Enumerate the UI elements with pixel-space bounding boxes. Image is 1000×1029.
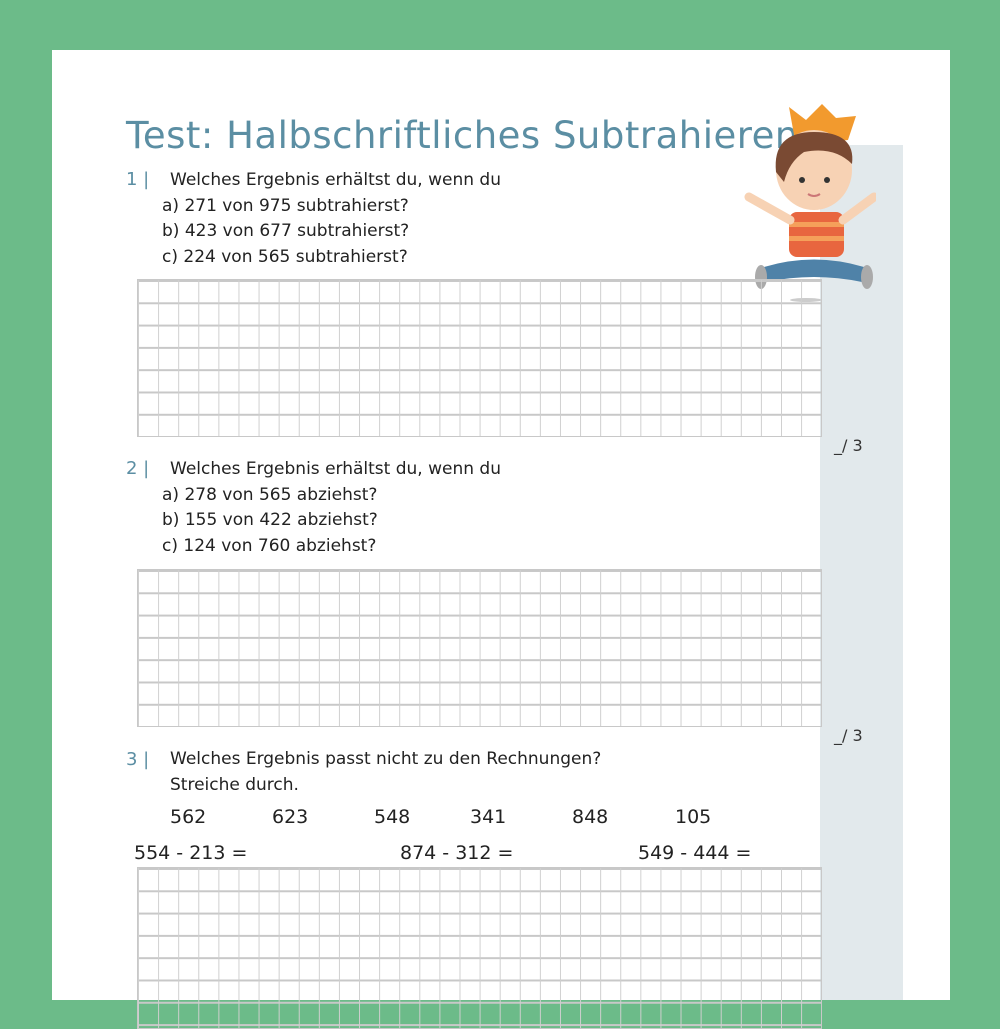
calculation-2: 874 - 312 = [400,842,514,864]
task-2-number: 2 | [126,458,150,479]
task-1c: c) 224 von 565 subtrahierst? [162,246,408,267]
score-sidebar [820,145,903,1000]
calculation-3: 549 - 444 = [638,842,752,864]
result-105[interactable]: 105 [675,806,712,828]
task-2c: c) 124 von 760 abziehst? [162,535,377,556]
page-title: Test: Halbschriftliches Subtrahieren [126,114,799,157]
task-1a: a) 271 von 975 subtrahierst? [162,195,409,216]
task-2-prompt: Welches Ergebnis erhältst du, wenn du [170,459,501,479]
task-1-text: Welches Ergebnis erhältst du, wenn du a)… [162,168,501,270]
result-548[interactable]: 548 [374,806,411,828]
task-1-score: _/ 3 [834,436,863,455]
task-1-prompt: Welches Ergebnis erhältst du, wenn du [170,170,501,190]
worksheet-page: Test: Halbschriftliches Subtrahieren 1 |… [52,50,950,1029]
boy-illustration [744,104,876,302]
task-1-number: 1 | [126,169,150,190]
answer-grid-2[interactable] [137,569,822,727]
task-3-prompt: Welches Ergebnis passt nicht zu den Rech… [170,749,602,769]
task-1b: b) 423 von 677 subtrahierst? [162,221,410,241]
task-2-text: Welches Ergebnis erhältst du, wenn du a)… [162,457,501,559]
answer-grid-1[interactable] [137,279,822,437]
task-2-score: _/ 3 [834,726,863,745]
result-341[interactable]: 341 [470,806,507,828]
task-3-prompt-2: Streiche durch. [170,774,299,795]
task-3-text: Welches Ergebnis passt nicht zu den Rech… [170,747,601,798]
task-2b: b) 155 von 422 abziehst? [162,510,378,530]
task-3-number: 3 | [126,749,150,770]
task-2a: a) 278 von 565 abziehst? [162,484,378,505]
answer-grid-3[interactable] [137,867,822,1029]
result-623[interactable]: 623 [272,806,309,828]
result-562[interactable]: 562 [170,806,207,828]
calculation-1: 554 - 213 = [134,842,248,864]
result-848[interactable]: 848 [572,806,609,828]
